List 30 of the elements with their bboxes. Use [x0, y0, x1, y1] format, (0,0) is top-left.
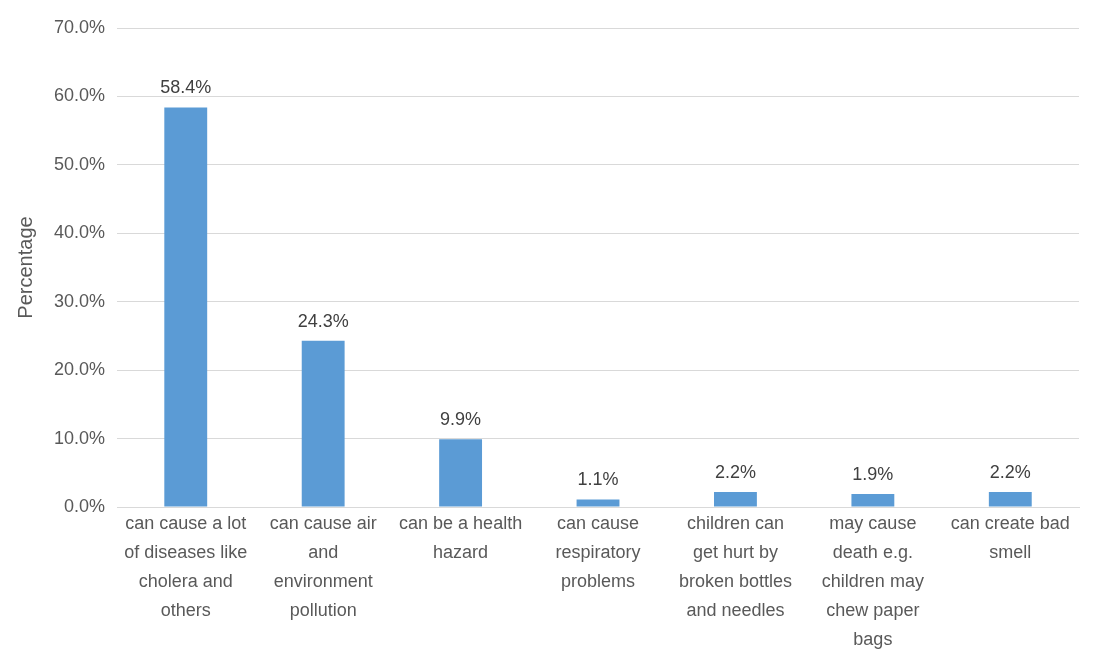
data-label: 58.4%: [160, 77, 212, 98]
bar: [988, 491, 1032, 507]
y-tick-label: 70.0%: [53, 16, 106, 37]
data-label: 2.2%: [714, 461, 756, 482]
bar: [851, 494, 895, 507]
y-tick-label: 40.0%: [53, 222, 106, 243]
x-tick-label: can cause a lot of diseases like cholera and others: [124, 513, 248, 620]
bar: [714, 491, 757, 507]
x-tick-label: may cause death e.g. children may chew paper bags: [821, 513, 924, 649]
y-tick-label: 60.0%: [53, 85, 106, 106]
y-tick-label: 50.0%: [53, 153, 106, 174]
data-label: 1.1%: [577, 469, 619, 490]
bar: [164, 107, 208, 507]
x-tick-label: can create bad smell: [950, 513, 1070, 563]
data-label: 9.9%: [440, 409, 482, 430]
y-tick-label: 10.0%: [53, 427, 106, 448]
bar: [301, 340, 345, 507]
y-tick-label: 0.0%: [64, 495, 106, 516]
x-tick-label: can be a health hazard: [399, 513, 523, 563]
data-label: 2.2%: [989, 461, 1031, 482]
x-tick-label: children can get hurt by broken bottles and needles: [678, 513, 792, 620]
data-label: 1.9%: [852, 463, 894, 484]
y-tick-label: 30.0%: [53, 290, 106, 311]
x-tick-label: can cause air and environment pollution: [269, 513, 377, 620]
x-tick-label: can cause respiratory problems: [555, 513, 641, 591]
y-axis-title: Percentage: [13, 216, 36, 319]
data-label: 24.3%: [297, 310, 349, 331]
bar: [576, 499, 620, 507]
y-tick-label: 20.0%: [53, 359, 106, 380]
bar: [439, 439, 483, 507]
